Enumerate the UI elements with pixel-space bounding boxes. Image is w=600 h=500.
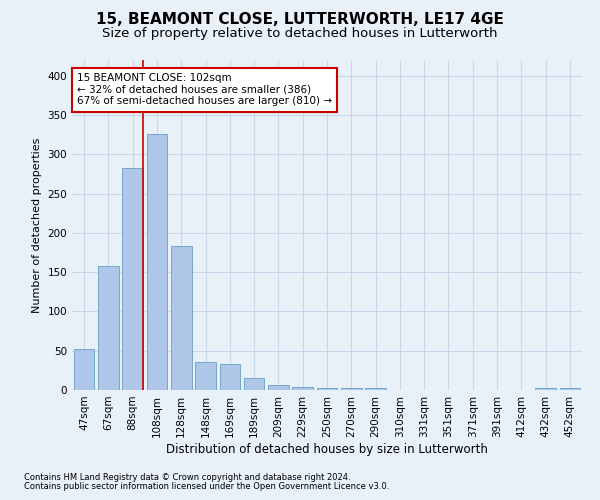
Bar — [535, 388, 556, 390]
Text: Size of property relative to detached houses in Lutterworth: Size of property relative to detached ho… — [102, 28, 498, 40]
Text: 15, BEAMONT CLOSE, LUTTERWORTH, LE17 4GE: 15, BEAMONT CLOSE, LUTTERWORTH, LE17 4GE — [96, 12, 504, 28]
Bar — [195, 362, 216, 390]
Bar — [365, 388, 386, 390]
Bar — [317, 388, 337, 390]
Bar — [268, 384, 289, 390]
Text: 15 BEAMONT CLOSE: 102sqm
← 32% of detached houses are smaller (386)
67% of semi-: 15 BEAMONT CLOSE: 102sqm ← 32% of detach… — [77, 73, 332, 106]
Bar — [146, 134, 167, 390]
Bar — [341, 388, 362, 390]
Bar — [122, 168, 143, 390]
Bar — [74, 349, 94, 390]
Bar — [560, 388, 580, 390]
Bar — [98, 266, 119, 390]
Bar — [220, 364, 240, 390]
Bar — [292, 387, 313, 390]
Y-axis label: Number of detached properties: Number of detached properties — [32, 138, 42, 312]
Text: Contains public sector information licensed under the Open Government Licence v3: Contains public sector information licen… — [24, 482, 389, 491]
Bar — [171, 246, 191, 390]
Bar — [244, 378, 265, 390]
Text: Contains HM Land Registry data © Crown copyright and database right 2024.: Contains HM Land Registry data © Crown c… — [24, 474, 350, 482]
X-axis label: Distribution of detached houses by size in Lutterworth: Distribution of detached houses by size … — [166, 442, 488, 456]
